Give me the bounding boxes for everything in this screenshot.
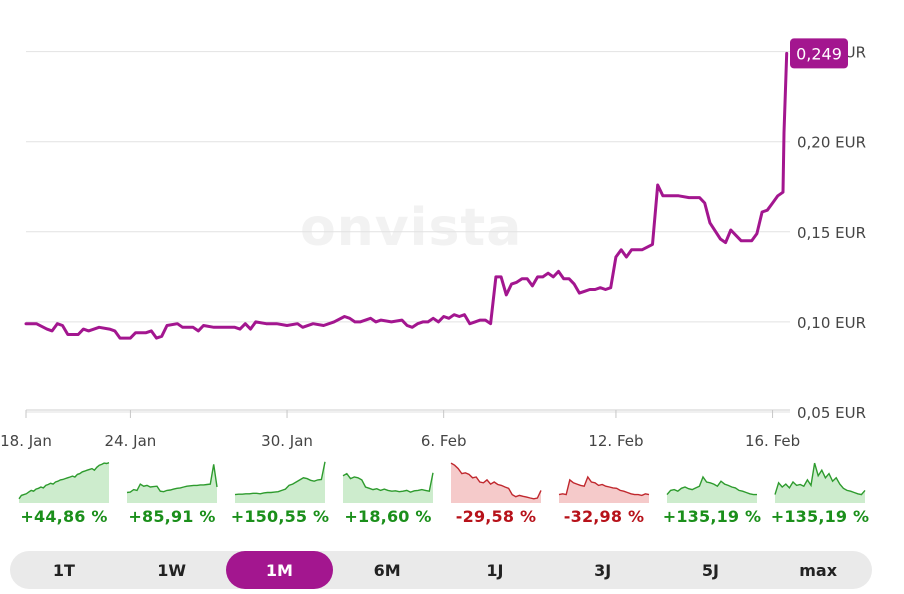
sparkline-line bbox=[342, 472, 434, 493]
sparkline-chart bbox=[558, 475, 650, 503]
sparkline-chart bbox=[342, 472, 434, 503]
y-tick-label: 0,20 EUR bbox=[797, 134, 866, 152]
x-tick-label: 18. Jan bbox=[0, 432, 52, 450]
period-performance-strip: +44,86 % +85,91 % +150,55 % +18,60 % -29,58 … bbox=[10, 458, 874, 534]
range-button-5j[interactable]: 5J bbox=[701, 560, 719, 580]
period-change-label: +44,86 % bbox=[20, 507, 108, 526]
y-tick-label: 0,05 EUR bbox=[797, 404, 866, 422]
spark-1j[interactable]: -29,58 % bbox=[442, 458, 550, 534]
range-button-1t[interactable]: 1T bbox=[52, 560, 75, 580]
sparkline-area bbox=[775, 463, 865, 503]
x-tick-label: 30. Jan bbox=[261, 432, 313, 450]
sparkline-line bbox=[666, 475, 757, 496]
period-change-label: +135,19 % bbox=[770, 507, 870, 526]
range-button-1j[interactable]: 1J bbox=[486, 560, 504, 580]
sparkline-area bbox=[451, 463, 541, 503]
range-button-6m[interactable]: 6M bbox=[373, 560, 401, 580]
period-change-label: +85,91 % bbox=[128, 507, 216, 526]
spark-6m[interactable]: +18,60 % bbox=[334, 458, 442, 534]
sparkline-area bbox=[127, 464, 217, 503]
sparkline-line bbox=[234, 461, 326, 496]
spark-3j[interactable]: -32,98 % bbox=[550, 458, 658, 534]
range-button-1w[interactable]: 1W bbox=[157, 560, 187, 580]
price-series-line bbox=[24, 51, 789, 340]
last-price-label: 0,249 bbox=[796, 44, 842, 63]
y-tick-label: 0,15 EUR bbox=[797, 224, 866, 242]
time-range-selector: 1T 1W 1M 6M 1J 3J 5J max bbox=[10, 551, 872, 589]
x-tick-label: 24. Jan bbox=[105, 432, 157, 450]
sparkline-line bbox=[558, 475, 650, 497]
period-change-label: +18,60 % bbox=[344, 507, 432, 526]
spark-1t[interactable]: +44,86 % bbox=[10, 458, 118, 534]
sparkline-area bbox=[559, 477, 649, 503]
y-tick-label: 0,10 EUR bbox=[797, 314, 866, 332]
spark-1m[interactable]: +150,55 % bbox=[226, 458, 334, 534]
x-tick-label: 16. Feb bbox=[745, 432, 800, 450]
sparkline-area bbox=[19, 462, 109, 503]
spark-5j[interactable]: +135,19 % bbox=[658, 458, 766, 534]
sparkline-area bbox=[235, 461, 325, 503]
range-button-3j[interactable]: 3J bbox=[594, 560, 612, 580]
x-tick-label: 12. Feb bbox=[588, 432, 643, 450]
sparkline-chart bbox=[234, 461, 326, 503]
sparkline-chart bbox=[126, 464, 218, 503]
x-tick-label: 6. Feb bbox=[421, 432, 467, 450]
sparkline-area bbox=[343, 472, 433, 503]
sparkline-chart bbox=[666, 475, 757, 503]
period-change-label: +135,19 % bbox=[662, 507, 762, 526]
period-change-label: -32,98 % bbox=[563, 507, 645, 526]
spark-1w[interactable]: +85,91 % bbox=[118, 458, 226, 534]
sparkline-line bbox=[774, 462, 866, 496]
range-button-max[interactable]: max bbox=[799, 560, 838, 580]
sparkline-area bbox=[667, 477, 757, 503]
sparkline-line bbox=[450, 462, 542, 500]
sparkline-line bbox=[18, 462, 110, 500]
range-button-1m[interactable]: 1M bbox=[225, 551, 334, 589]
sparkline-line bbox=[126, 464, 218, 494]
period-change-label: -29,58 % bbox=[455, 507, 537, 526]
period-change-label: +150,55 % bbox=[230, 507, 330, 526]
last-price-badge bbox=[790, 38, 848, 69]
spark-max[interactable]: +135,19 % bbox=[766, 458, 874, 534]
sparkline-chart bbox=[18, 462, 110, 503]
sparkline-chart bbox=[450, 462, 542, 503]
sparkline-chart bbox=[774, 462, 866, 503]
